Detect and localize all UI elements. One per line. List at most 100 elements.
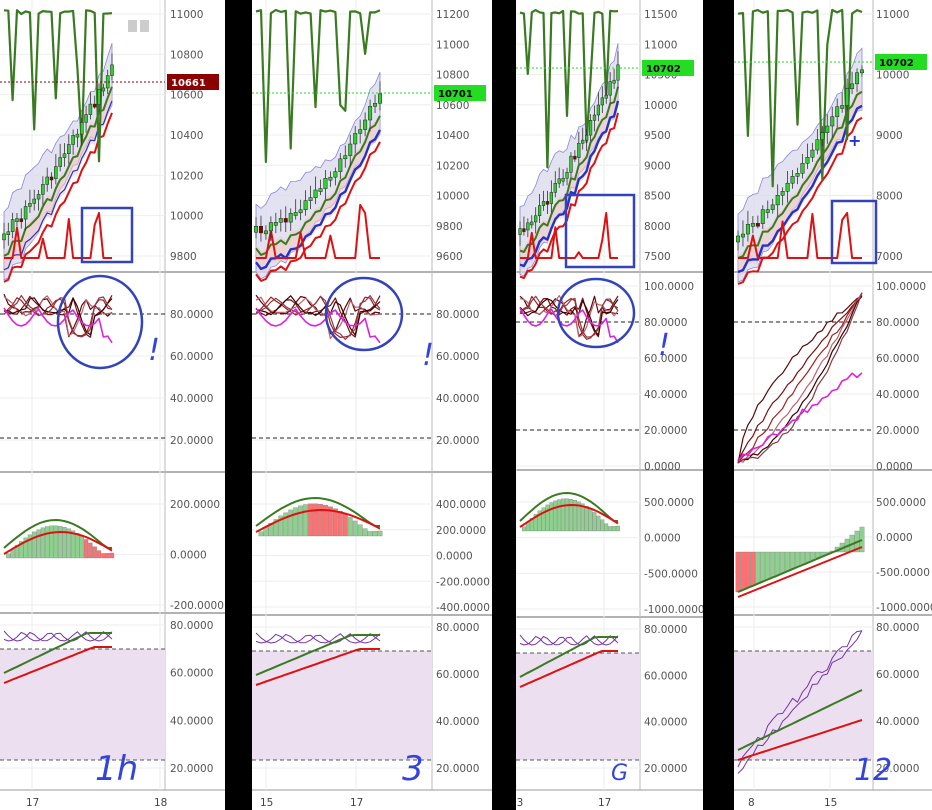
macd-signal-line [737, 546, 863, 598]
y-tick-label: 20.0000 [644, 763, 687, 775]
y-tick-label: -1000.0000 [644, 604, 703, 616]
signal-green-line [737, 8, 863, 188]
macd-histogram-bar [96, 550, 102, 559]
candle-body [19, 218, 24, 222]
macd-histogram-bar [62, 527, 67, 559]
stoch-magenta-line [255, 307, 381, 344]
signal-green-line [519, 9, 619, 169]
y-tick-label: 7000 [876, 251, 903, 263]
y-tick-label: 10800 [436, 70, 469, 82]
y-tick-label: 11200 [436, 9, 469, 21]
stoch-line [519, 298, 619, 336]
annotation-exclamation: ! [658, 328, 670, 363]
y-tick-label: 8000 [644, 221, 671, 233]
candle-body [549, 192, 553, 204]
candle-body [860, 69, 864, 74]
macd-histogram-bar [273, 519, 279, 537]
chart-svg-1h: 11000 10800 10600 10400 10200 10000 9800 80.000… [0, 0, 225, 809]
candle-body [815, 139, 820, 151]
signal-red-line [520, 212, 618, 259]
candle-body [850, 83, 855, 89]
y-tick-label: 10800 [170, 49, 203, 61]
macd-histogram-bar [522, 526, 526, 532]
candle-body [338, 158, 343, 172]
macd-histogram-bar [36, 529, 41, 559]
ma-blue-line [3, 100, 113, 271]
rsi-line [737, 630, 863, 774]
last-price-label: 10661 [171, 78, 206, 89]
x-tick-label: 18 [154, 797, 167, 809]
y-tick-label: 40.0000 [644, 389, 687, 401]
y-tick-label: 9600 [436, 251, 463, 263]
annotation-circle [324, 276, 404, 352]
macd-histogram-bar [83, 539, 89, 559]
candle-body [518, 228, 522, 235]
candle-body [10, 219, 15, 232]
y-tick-label: 500.0000 [876, 497, 926, 509]
macd-histogram-bar [342, 514, 348, 537]
candle-body [775, 195, 780, 206]
candle-body [785, 182, 790, 192]
y-tick-label: 10200 [436, 160, 469, 172]
candle-body [760, 209, 765, 224]
candle-body [569, 155, 573, 173]
candle-body [557, 178, 561, 184]
ma-green-line [255, 115, 381, 256]
annotation-box [830, 199, 878, 265]
stoch-line [255, 295, 381, 338]
macd-histogram-bar [367, 531, 373, 537]
y-tick-label: 20.0000 [876, 425, 919, 437]
macd-histogram-bar [785, 551, 790, 571]
chart-svg-12h: 1100010000900080007000100.000080.000060.… [734, 0, 932, 809]
ma-red-line [519, 112, 619, 279]
stoch-magenta-line [737, 372, 863, 462]
x-tick-label: 13 [516, 797, 523, 809]
stoch-line [737, 294, 863, 464]
cross-marker: + [848, 131, 861, 150]
y-tick-label: 10600 [170, 90, 203, 102]
rsi-ma-red [519, 650, 618, 688]
candle-body [770, 204, 775, 210]
y-tick-label: 80.0000 [170, 620, 213, 632]
rsi-line [255, 632, 381, 644]
macd-histogram-bar [584, 506, 589, 532]
macd-histogram-bar [770, 551, 776, 578]
candle-body [293, 212, 298, 216]
rsi-line [519, 635, 619, 646]
y-tick-label: 20.0000 [436, 763, 479, 775]
macd-histogram-bar [357, 524, 363, 537]
y-tick-label: 80.0000 [876, 317, 919, 329]
candle-body [740, 233, 745, 238]
macd-histogram-bar [332, 508, 338, 537]
macd-histogram-bar [596, 515, 601, 532]
chart-panel-1h: 11000 10800 10600 10400 10200 10000 9800 80.000… [0, 0, 225, 810]
candle-body [830, 116, 835, 127]
macd-histogram-bar [537, 510, 542, 532]
candle-body [363, 119, 368, 130]
last-price-tag [434, 85, 486, 101]
macd-histogram-bar [541, 507, 546, 532]
candle-body [588, 120, 593, 136]
candle-body [28, 203, 32, 207]
candle-body [110, 64, 114, 76]
macd-histogram-bar [800, 551, 805, 565]
candle-body [32, 198, 37, 204]
candle-body [45, 176, 49, 185]
rsi-ma-green [519, 636, 618, 678]
y-tick-label: 20.0000 [170, 435, 213, 447]
y-tick-label: 11000 [436, 39, 469, 51]
candle-body [92, 103, 97, 108]
y-tick-label: 7500 [644, 251, 671, 263]
y-tick-label: 11000 [170, 9, 203, 21]
macd-histogram-bar [795, 551, 800, 567]
y-tick-label: 40.0000 [876, 716, 919, 728]
macd-histogram-bar [288, 509, 294, 537]
rsi-ma-green [3, 632, 112, 674]
macd-histogram-bar [572, 500, 577, 532]
y-tick-label: -500.0000 [876, 567, 930, 579]
ma-green-line [737, 90, 863, 259]
candle-body [6, 231, 11, 235]
last-price-tag [875, 54, 927, 70]
y-tick-label: 80.0000 [644, 317, 687, 329]
macd-histogram-bar [40, 527, 45, 559]
